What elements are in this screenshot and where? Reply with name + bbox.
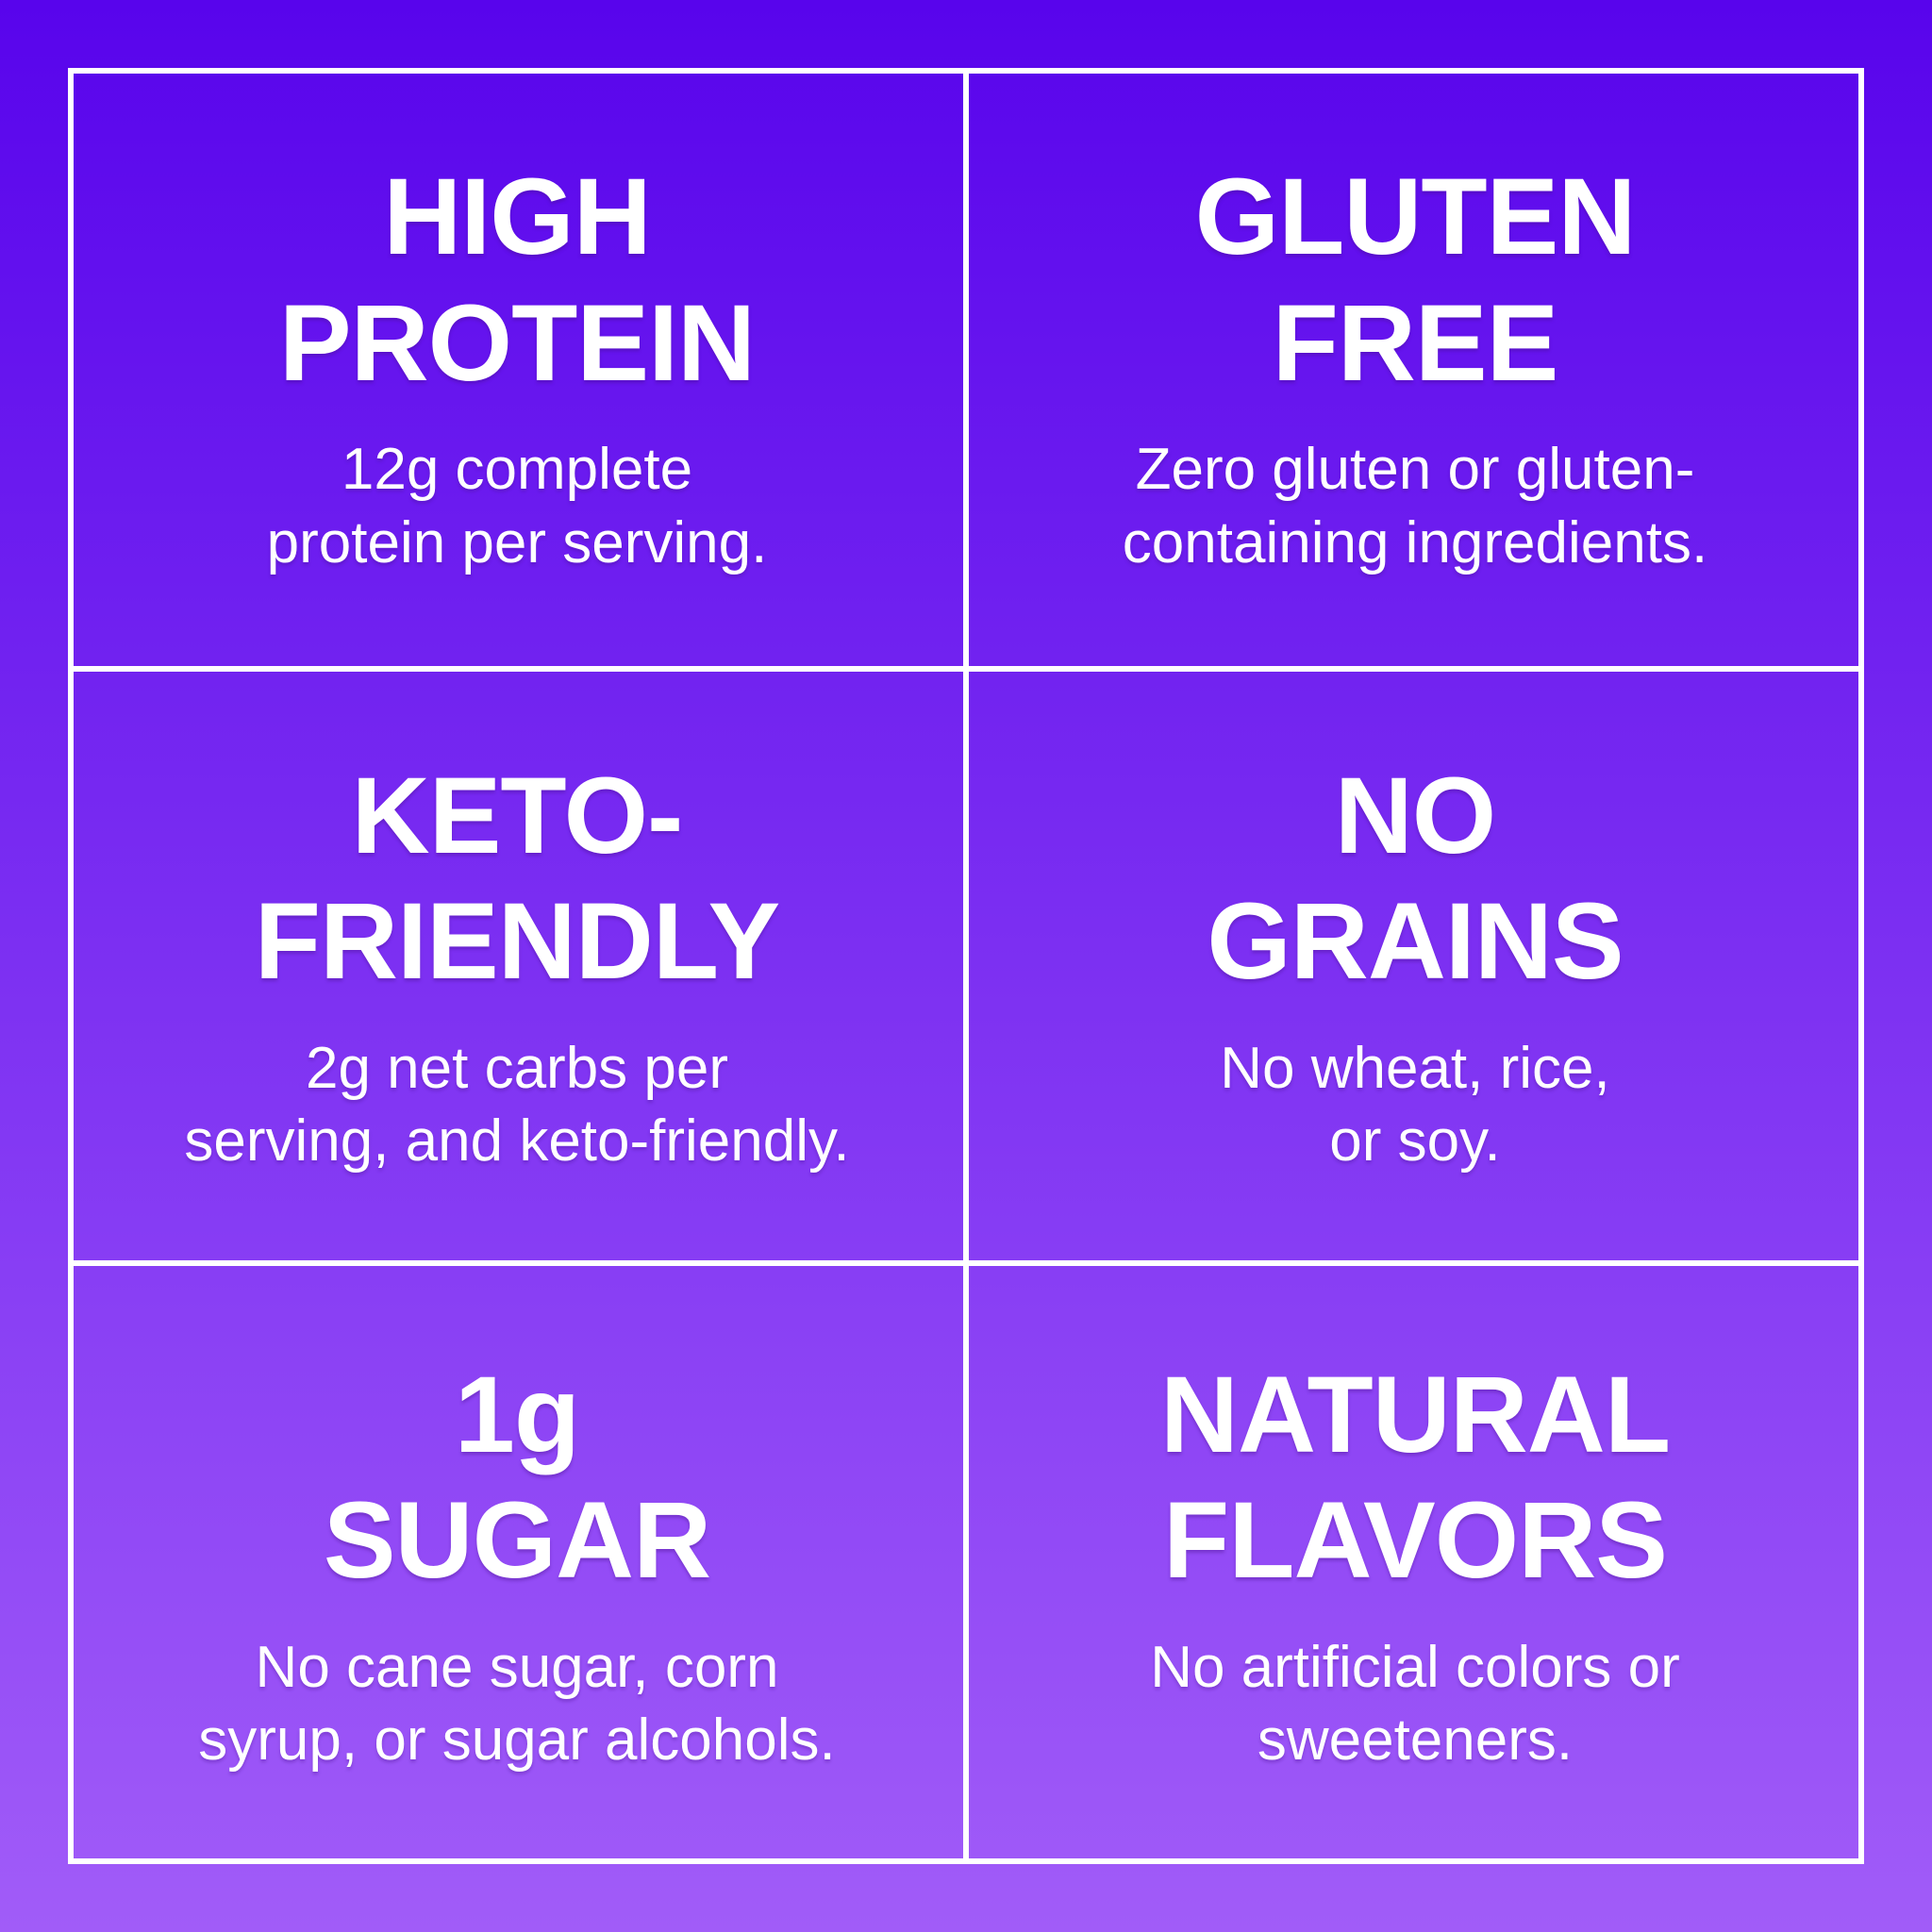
benefit-cell-no-grains: NO GRAINS No wheat, rice, or soy.	[966, 667, 1864, 1266]
benefit-cell-gluten-free: GLUTEN FREE Zero gluten or gluten- conta…	[966, 68, 1864, 667]
benefit-title: 1g SUGAR	[323, 1354, 711, 1602]
benefit-title: NO GRAINS	[1207, 756, 1624, 1003]
benefit-subtitle: No artificial colors or sweeteners.	[1150, 1634, 1680, 1774]
horizontal-divider-1	[74, 665, 1858, 672]
horizontal-divider-2	[74, 1260, 1858, 1267]
benefit-subtitle: No wheat, rice, or soy.	[1220, 1035, 1610, 1174]
benefit-subtitle: 12g complete protein per serving.	[266, 437, 768, 575]
benefit-subtitle: 2g net carbs per serving, and keto-frien…	[184, 1035, 850, 1174]
benefit-subtitle: Zero gluten or gluten- containing ingred…	[1122, 437, 1708, 575]
benefit-cell-keto-friendly: KETO- FRIENDLY 2g net carbs per serving,…	[68, 667, 966, 1266]
benefit-cell-natural-flavors: NATURAL FLAVORS No artificial colors or …	[966, 1265, 1864, 1864]
vertical-divider	[963, 74, 969, 1858]
benefit-title: HIGH PROTEIN	[278, 157, 756, 404]
benefit-subtitle: No cane sugar, corn syrup, or sugar alco…	[198, 1634, 836, 1774]
benefit-title: NATURAL FLAVORS	[1159, 1354, 1671, 1602]
benefit-cell-high-protein: HIGH PROTEIN 12g complete protein per se…	[68, 68, 966, 667]
benefit-cell-1g-sugar: 1g SUGAR No cane sugar, corn syrup, or s…	[68, 1265, 966, 1864]
grid-frame	[68, 68, 1864, 1864]
benefit-title: KETO- FRIENDLY	[254, 756, 780, 1003]
benefits-grid: HIGH PROTEIN 12g complete protein per se…	[68, 68, 1864, 1864]
benefit-title: GLUTEN FREE	[1194, 157, 1637, 404]
